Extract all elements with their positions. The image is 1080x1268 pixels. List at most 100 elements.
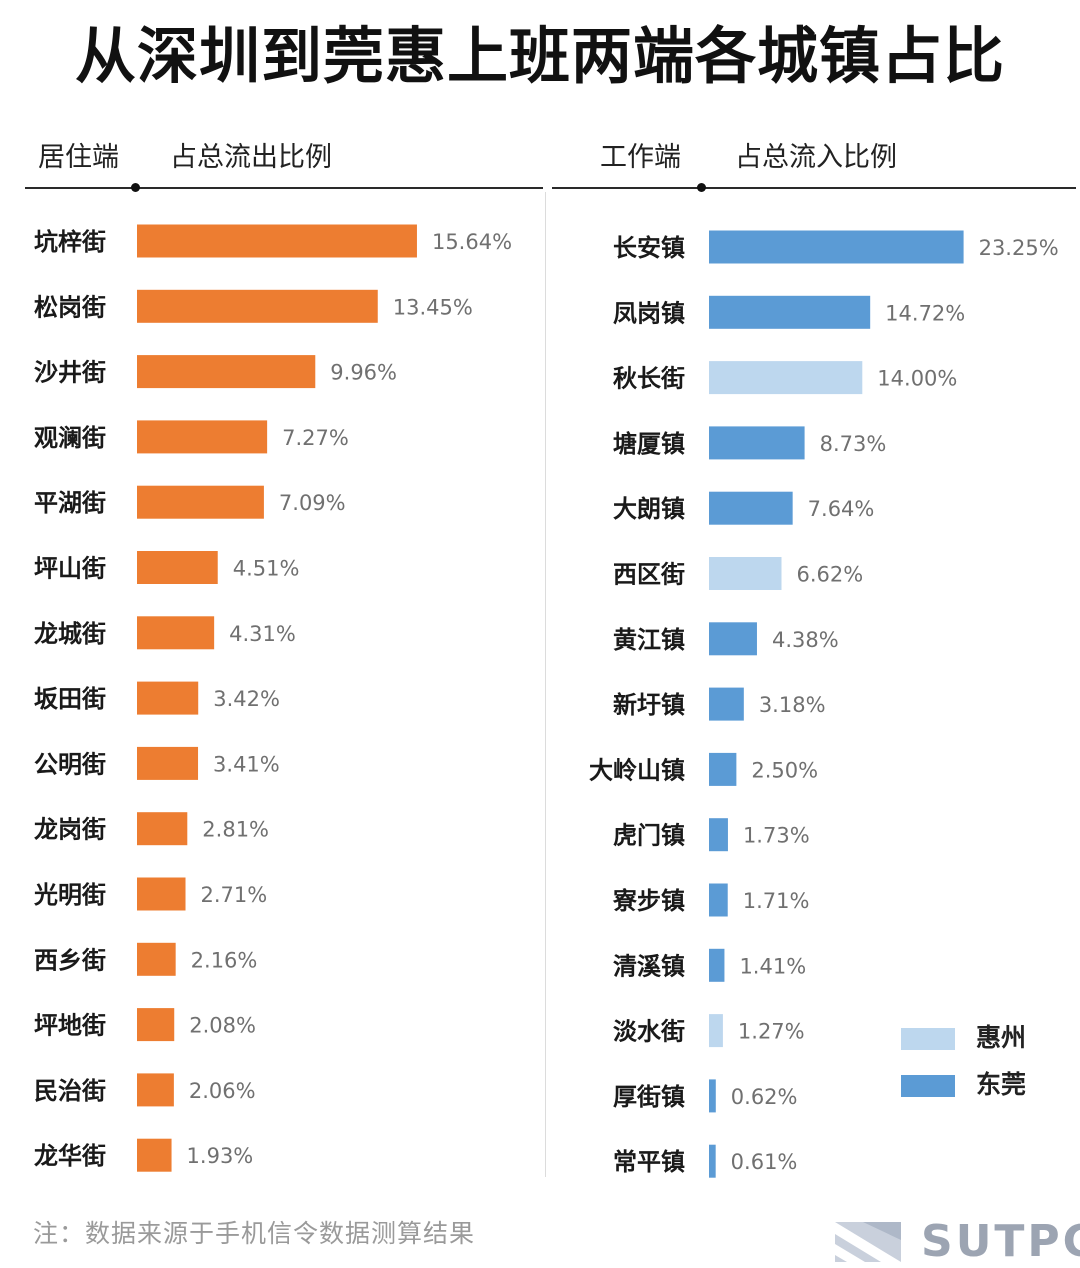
- bar: [709, 818, 728, 852]
- value-label: 14.00%: [877, 367, 957, 391]
- value-label: 9.96%: [330, 361, 397, 385]
- value-label: 23.25%: [979, 236, 1059, 260]
- bar: [137, 812, 188, 846]
- data-source-note: 注：数据来源于手机信令数据测算结果: [33, 1219, 476, 1248]
- value-label: 1.71%: [743, 889, 810, 913]
- value-label: 3.42%: [213, 687, 280, 711]
- legend-label-huizhou: 惠州: [976, 1023, 1027, 1052]
- category-label: 观澜街: [34, 423, 106, 452]
- legend-swatch-dongguan: [901, 1075, 955, 1097]
- bar: [137, 1073, 174, 1107]
- value-label: 2.08%: [189, 1014, 256, 1038]
- category-label: 西区街: [613, 560, 685, 589]
- chart-title: 从深圳到莞惠上班两端各城镇占比: [74, 21, 1005, 92]
- category-label: 寮步镇: [612, 886, 685, 915]
- category-label: 新圩镇: [613, 690, 685, 719]
- value-label: 2.71%: [201, 883, 268, 907]
- bar: [709, 752, 737, 786]
- category-label: 常平镇: [613, 1147, 685, 1176]
- bar: [709, 948, 725, 982]
- category-label: 松岗街: [34, 292, 106, 321]
- bar: [137, 1008, 175, 1042]
- bar: [137, 551, 218, 584]
- value-label: 15.64%: [432, 230, 512, 254]
- value-label: 3.18%: [759, 693, 826, 717]
- category-label: 厚街镇: [613, 1082, 685, 1111]
- category-label: 坑梓街: [34, 227, 106, 256]
- bar: [137, 1138, 172, 1172]
- bar: [709, 361, 863, 395]
- bar: [709, 1014, 723, 1048]
- left-end-label: 居住端: [38, 142, 119, 173]
- bar: [709, 622, 757, 656]
- value-label: 4.38%: [772, 628, 839, 652]
- residence-outflow-bar-chart: 坑梓街 15.64% 松岗街 13.45% 沙井街 9.96% 观澜街 7.27% 平湖街 7.0…: [33, 224, 512, 1172]
- category-label: 清溪镇: [613, 951, 685, 980]
- sutpc-logo: SUTPC: [835, 1216, 1080, 1267]
- value-label: 0.61%: [731, 1150, 798, 1174]
- category-label: 大朗镇: [613, 494, 685, 523]
- bar: [137, 616, 215, 650]
- legend-label-dongguan: 东莞: [976, 1070, 1027, 1099]
- category-label: 大岭山镇: [589, 755, 685, 784]
- category-label: 虎门镇: [613, 821, 685, 850]
- left-header-rule: [25, 187, 543, 189]
- value-label: 7.27%: [282, 426, 349, 450]
- bar: [709, 883, 728, 917]
- panel-divider: [545, 192, 546, 1177]
- right-end-label: 工作端: [600, 142, 681, 173]
- value-label: 1.73%: [743, 824, 810, 848]
- category-label: 龙华街: [34, 1141, 106, 1170]
- value-label: 4.31%: [229, 622, 296, 646]
- bar: [137, 877, 186, 911]
- value-label: 2.81%: [202, 818, 269, 842]
- right-ratio-label: 占总流入比例: [735, 142, 897, 173]
- value-label: 7.09%: [279, 491, 346, 515]
- category-label: 长安镇: [613, 233, 685, 262]
- category-label: 西乡街: [34, 945, 106, 974]
- workplace-inflow-bar-chart: 长安镇 23.25% 凤岗镇 14.72% 秋长街 14.00% 塘厦镇 8.73% 大朗镇 7.…: [589, 230, 1059, 1178]
- left-ratio-label: 占总流出比例: [170, 142, 332, 173]
- sutpc-logo-icon: [835, 1222, 901, 1262]
- bar: [137, 681, 199, 715]
- category-label: 淡水街: [613, 1017, 685, 1046]
- bar: [137, 420, 268, 454]
- value-label: 0.62%: [731, 1085, 798, 1109]
- category-label: 龙岗街: [34, 815, 106, 844]
- bar: [137, 485, 264, 519]
- value-label: 8.73%: [820, 432, 887, 456]
- category-label: 龙城街: [34, 619, 106, 648]
- bar: [137, 355, 316, 389]
- bar: [709, 230, 964, 264]
- bar: [709, 491, 793, 525]
- bar: [137, 224, 417, 258]
- category-label: 坪山街: [34, 554, 106, 583]
- value-label: 7.64%: [808, 497, 875, 521]
- value-label: 2.50%: [751, 758, 818, 782]
- bar: [709, 426, 805, 460]
- right-chart: 长安镇 23.25% 凤岗镇 14.72% 秋长街 14.00% 塘厦镇 8.73% 大朗镇 7.…: [546, 192, 1080, 1182]
- value-label: 1.27%: [738, 1020, 805, 1044]
- value-label: 4.51%: [233, 557, 300, 581]
- sutpc-logo-text: SUTPC: [921, 1216, 1080, 1267]
- left-chart: 坑梓街 15.64% 松岗街 13.45% 沙井街 9.96% 观澜街 7.27% 平湖街 7.0…: [0, 192, 545, 1182]
- category-label: 公明街: [34, 749, 106, 778]
- value-label: 1.93%: [187, 1144, 254, 1168]
- value-label: 14.72%: [885, 301, 965, 325]
- bar: [137, 289, 378, 323]
- category-label: 黄江镇: [613, 625, 685, 654]
- value-label: 2.06%: [189, 1079, 256, 1103]
- bar: [137, 746, 199, 780]
- category-label: 坪地街: [34, 1011, 106, 1040]
- category-label: 沙井街: [34, 358, 106, 387]
- category-label: 平湖街: [34, 488, 106, 517]
- value-label: 6.62%: [796, 563, 863, 587]
- bar: [709, 687, 744, 721]
- category-label: 凤岗镇: [613, 298, 685, 327]
- bar: [709, 1144, 716, 1178]
- value-label: 2.16%: [191, 948, 258, 972]
- bar: [137, 942, 176, 976]
- bar: [709, 295, 871, 329]
- left-header-dot: [131, 183, 140, 192]
- right-header-rule: [552, 187, 1076, 189]
